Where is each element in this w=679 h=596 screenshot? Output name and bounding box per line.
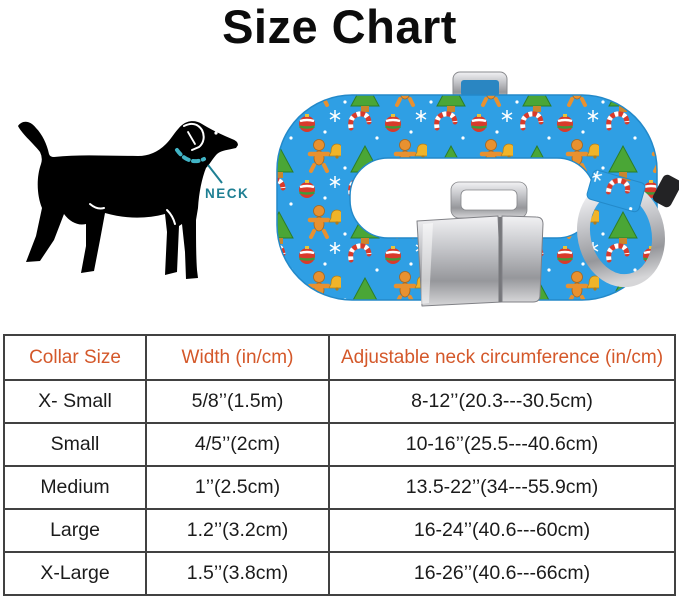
table-row: Large 1.2’’(3.2cm) 16-24’’(40.6---60cm) — [3, 508, 676, 553]
slide-adjuster-icon — [452, 71, 508, 101]
ear-detail-line — [183, 122, 205, 151]
dog-measurement-diagram: NECK — [18, 121, 249, 279]
neck-collar-dashes — [175, 148, 206, 164]
neck-cell: 16-24’’(40.6---60cm) — [328, 508, 676, 553]
eye-dot — [214, 131, 218, 135]
col-header-width: Width (in/cm) — [145, 334, 330, 381]
width-cell: 4/5’’(2cm) — [145, 422, 330, 467]
col-header-collar-size: Collar Size — [3, 334, 147, 381]
buckle-icon — [416, 181, 544, 307]
size-cell: Large — [3, 508, 147, 553]
width-cell: 5/8’’(1.5m) — [145, 379, 330, 424]
table-header-row: Collar Size Width (in/cm) Adjustable nec… — [3, 334, 676, 381]
ear-inner-line — [187, 131, 196, 145]
neck-cell: 16-26’’(40.6---66cm) — [328, 551, 676, 596]
neck-label: NECK — [205, 186, 249, 201]
size-cell: Medium — [3, 465, 147, 510]
table-row: X-Large 1.5’’(3.8cm) 16-26’’(40.6---66cm… — [3, 551, 676, 596]
size-chart-table: Collar Size Width (in/cm) Adjustable nec… — [3, 334, 676, 596]
table-row: Medium 1’’(2.5cm) 13.5-22’’(34---55.9cm) — [3, 465, 676, 510]
neck-cell: 13.5-22’’(34---55.9cm) — [328, 465, 676, 510]
table-row: Small 4/5’’(2cm) 10-16’’(25.5---40.6cm) — [3, 422, 676, 467]
page-title: Size Chart — [222, 0, 457, 53]
width-cell: 1.2’’(3.2cm) — [145, 508, 330, 553]
collar-photo — [276, 71, 679, 307]
dog-silhouette-icon — [18, 121, 238, 279]
tag-clip — [652, 174, 679, 208]
neck-cell: 10-16’’(25.5---40.6cm) — [328, 422, 676, 467]
thigh-detail-line — [89, 203, 105, 210]
width-cell: 1’’(2.5cm) — [145, 465, 330, 510]
collar-band — [276, 94, 658, 301]
table-row: X- Small 5/8’’(1.5m) 8-12’’(20.3---30.5c… — [3, 379, 676, 424]
neck-cell: 8-12’’(20.3---30.5cm) — [328, 379, 676, 424]
ring-strap — [586, 169, 646, 213]
neck-pointer-line — [207, 164, 223, 184]
col-header-neck-circumference: Adjustable neck circumference (in/cm) — [328, 334, 676, 381]
size-cell: Small — [3, 422, 147, 467]
width-cell: 1.5’’(3.8cm) — [145, 551, 330, 596]
size-cell: X-Large — [3, 551, 147, 596]
size-cell: X- Small — [3, 379, 147, 424]
shoulder-detail-line — [166, 209, 176, 225]
